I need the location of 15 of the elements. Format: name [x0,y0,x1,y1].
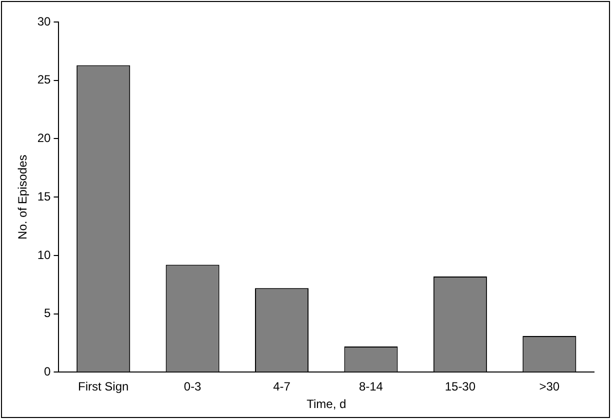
x-tick-label: 8-14 [358,380,384,394]
y-tick-label: 10 [37,248,52,262]
y-tick-label: 5 [44,306,52,320]
x-tick-label: 15-30 [444,380,476,394]
y-tick-label: 20 [37,131,52,146]
x-tick-label: >30 [539,380,560,394]
y-axis-title: No. of Episodes [16,154,30,240]
x-tick-label: 4-7 [273,380,291,394]
y-tick-label: 15 [37,189,52,204]
y-tick-label: 30 [37,14,52,28]
x-tick-label: 0-3 [184,380,202,394]
x-tick-label: First Sign [78,380,129,394]
y-tick-label: 0 [44,364,52,379]
x-axis-title: Time, d [306,397,346,412]
y-tick-label: 25 [37,72,52,87]
